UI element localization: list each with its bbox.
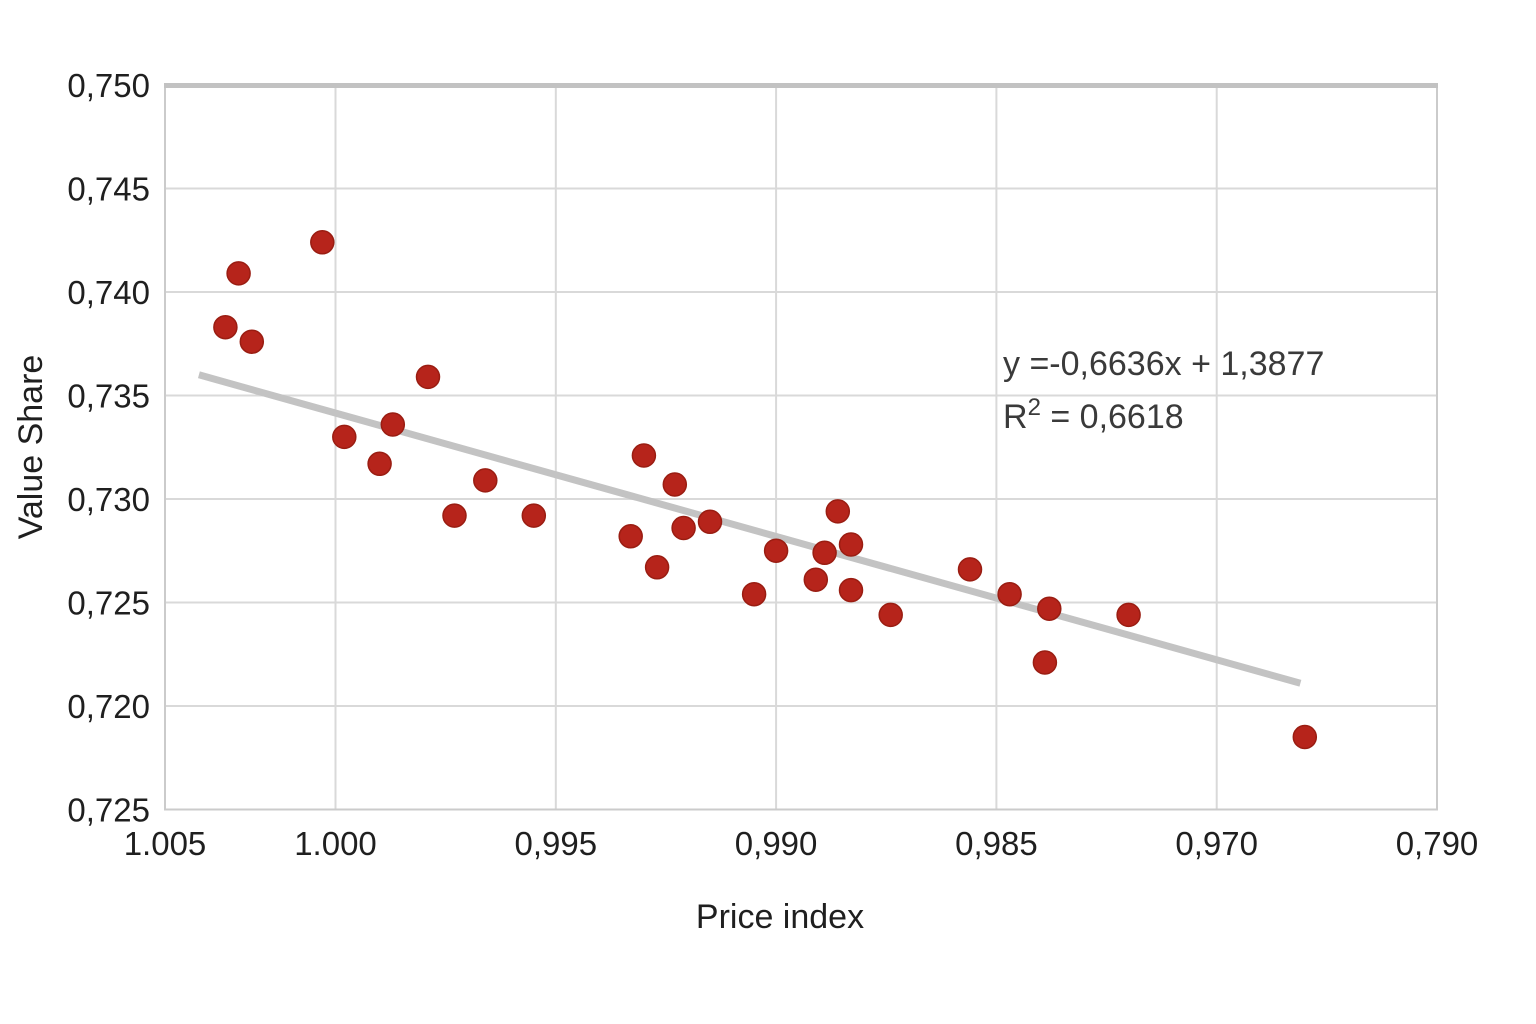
x-tick-label: 1.000 — [294, 825, 377, 862]
r-squared-base: R — [1003, 398, 1028, 436]
data-point — [521, 503, 547, 528]
data-point — [878, 602, 903, 628]
data-point — [618, 524, 643, 549]
data-point — [763, 538, 789, 563]
data-point — [825, 499, 851, 524]
r-squared-line: R2 = 0,6618 — [1003, 391, 1324, 447]
data-point — [332, 424, 357, 450]
trendline-equation: y =-0,6636x + 1,3877 R2 = 0,6618 — [1003, 338, 1324, 447]
data-point — [310, 230, 335, 255]
y-tick-label: 0,740 — [67, 274, 150, 311]
y-tick-label: 0,750 — [67, 67, 150, 104]
data-point — [367, 451, 392, 477]
equation-text: y =-0,6636x + 1,3877 — [1003, 345, 1325, 383]
data-point — [239, 329, 265, 354]
y-tick-label: 0,735 — [67, 378, 150, 415]
trendline-equation-line: y =-0,6636x + 1,3877 — [1003, 338, 1324, 391]
data-point — [380, 412, 406, 437]
gridlines — [165, 85, 1437, 810]
data-point — [415, 364, 441, 390]
data-point — [838, 577, 864, 603]
data-point — [812, 540, 837, 566]
data-point — [442, 503, 467, 528]
data-point — [1292, 724, 1318, 750]
data-point — [644, 555, 670, 580]
r-squared-value: = 0,6618 — [1040, 398, 1184, 436]
y-tick-label: 0,725 — [67, 585, 150, 622]
r-squared-sup: 2 — [1027, 394, 1041, 421]
data-point — [803, 567, 829, 592]
data-point — [226, 261, 251, 286]
x-tick-label: 0,985 — [955, 825, 1038, 862]
y-tick-label: 0,730 — [67, 481, 150, 518]
x-axis-title: Price index — [696, 898, 864, 936]
data-point — [1032, 650, 1058, 675]
data-point — [997, 581, 1022, 607]
y-tick-label: 0,745 — [67, 171, 150, 208]
x-tick-label: 0,990 — [735, 825, 818, 862]
data-point — [741, 581, 767, 607]
data-points — [213, 230, 1318, 750]
x-tick-label: 0,970 — [1175, 825, 1258, 862]
x-tick-labels: 1.005 1.000 0,995 0,990 0,985 0,970 0,790 — [124, 825, 1479, 862]
y-tick-label: 0,720 — [67, 688, 150, 725]
data-point — [1116, 602, 1141, 628]
data-point — [671, 515, 696, 541]
x-tick-label: 1.005 — [124, 825, 207, 862]
data-point — [473, 468, 498, 493]
x-tick-label: 0,790 — [1396, 825, 1479, 862]
y-axis-title: Value Share — [12, 355, 50, 540]
data-point — [213, 314, 238, 340]
x-tick-label: 0,995 — [515, 825, 598, 862]
data-point — [697, 509, 723, 535]
data-point — [631, 443, 657, 468]
data-point — [957, 557, 983, 582]
data-point — [662, 472, 688, 497]
data-point — [1037, 596, 1062, 621]
plot-border — [164, 84, 1438, 811]
data-point — [838, 532, 864, 557]
y-tick-label: 0,725 — [67, 792, 150, 829]
y-tick-labels: 0,750 0,745 0,740 0,735 0,730 0,725 0,720 0,725 — [67, 67, 150, 829]
